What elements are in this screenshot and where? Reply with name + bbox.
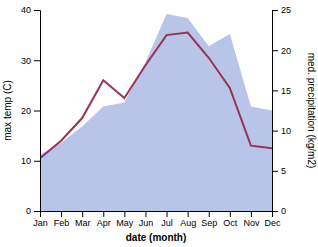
- tick: May: [116, 211, 134, 228]
- tick: 20: [272, 46, 291, 56]
- tick-mark: [103, 211, 104, 217]
- tick: 25: [272, 5, 291, 15]
- tick-label: Feb: [54, 218, 70, 228]
- tick-label: 10: [281, 126, 291, 136]
- tick: Dec: [264, 211, 281, 228]
- tick-mark: [34, 60, 40, 61]
- tick-mark: [34, 10, 40, 11]
- tick-label: 30: [21, 56, 31, 66]
- tick-mark: [230, 211, 231, 217]
- tick-label: Apr: [97, 218, 111, 228]
- tick-mark: [34, 211, 40, 212]
- tick: 40: [21, 5, 40, 15]
- tick-mark: [272, 131, 278, 132]
- tick: 0: [26, 206, 40, 216]
- tick: 15: [272, 86, 291, 96]
- tick-label: 5: [281, 166, 286, 176]
- tick-mark: [251, 211, 252, 217]
- tick-label: 40: [21, 5, 31, 15]
- tick-mark: [272, 211, 278, 212]
- tick: Jan: [33, 211, 48, 228]
- y-axis-title: max temp (C): [2, 80, 13, 141]
- tick: 10: [21, 156, 40, 166]
- tick: 30: [21, 56, 40, 66]
- tick-label: Jan: [33, 218, 48, 228]
- y-axis: 0 10 20 30 40: [21, 5, 41, 216]
- tick-mark: [34, 161, 40, 162]
- tick: Jun: [139, 211, 154, 228]
- tick: 5: [272, 166, 286, 176]
- tick: Mar: [75, 211, 91, 228]
- tick-mark: [145, 211, 146, 217]
- line: [40, 33, 272, 159]
- area: [40, 14, 272, 211]
- tick-label: 10: [21, 156, 31, 166]
- marks: [40, 14, 272, 211]
- tick-label: 0: [281, 206, 286, 216]
- tick-label: Oct: [223, 218, 238, 228]
- plot: JanFebMarAprMayJunJulAugSepOctNovDec0102…: [21, 5, 291, 228]
- tick-label: Jul: [161, 218, 173, 228]
- tick-mark: [167, 211, 168, 217]
- tick-mark: [272, 50, 278, 51]
- tick: Feb: [54, 211, 70, 228]
- tick-label: Jun: [139, 218, 154, 228]
- tick-label: May: [116, 218, 134, 228]
- tick-label: 20: [21, 106, 31, 116]
- tick-label: 25: [281, 5, 291, 15]
- tick-label: Mar: [75, 218, 91, 228]
- tick: Apr: [97, 211, 111, 228]
- x-axis-title: date (month): [126, 232, 187, 243]
- tick-mark: [82, 211, 83, 217]
- axis-line: [41, 212, 273, 218]
- chart: JanFebMarAprMayJunJulAugSepOctNovDec0102…: [0, 0, 318, 247]
- tick-mark: [34, 111, 40, 112]
- axis-line: [273, 11, 279, 212]
- tick: 20: [21, 106, 40, 116]
- tick-mark: [272, 171, 278, 172]
- tick-label: 0: [26, 206, 31, 216]
- tick: 10: [272, 126, 291, 136]
- tick: Aug: [180, 211, 196, 228]
- tick-label: Dec: [264, 218, 281, 228]
- y2-axis-title: med. precipitation (kg/m2): [306, 53, 317, 169]
- y2-axis: 0 5 10 15 20 25: [272, 5, 291, 216]
- tick-mark: [124, 211, 125, 217]
- tick-label: Sep: [201, 218, 217, 228]
- tick-mark: [272, 10, 278, 11]
- tick: Sep: [201, 211, 217, 228]
- tick: Jul: [161, 211, 173, 228]
- tick-mark: [188, 211, 189, 217]
- tick: Oct: [223, 211, 238, 228]
- tick-label: 20: [281, 46, 291, 56]
- tick-label: Aug: [180, 218, 196, 228]
- x-axis: Jan Feb Mar Apr May Jun Jul Aug Sep Oct Nov Dec: [33, 211, 281, 228]
- tick-mark: [272, 90, 278, 91]
- tick-label: Nov: [243, 218, 260, 228]
- tick: 0: [272, 206, 286, 216]
- tick-mark: [209, 211, 210, 217]
- tick-label: 15: [281, 86, 291, 96]
- axis-line: [34, 11, 41, 212]
- tick-mark: [61, 211, 62, 217]
- tick: Nov: [243, 211, 260, 228]
